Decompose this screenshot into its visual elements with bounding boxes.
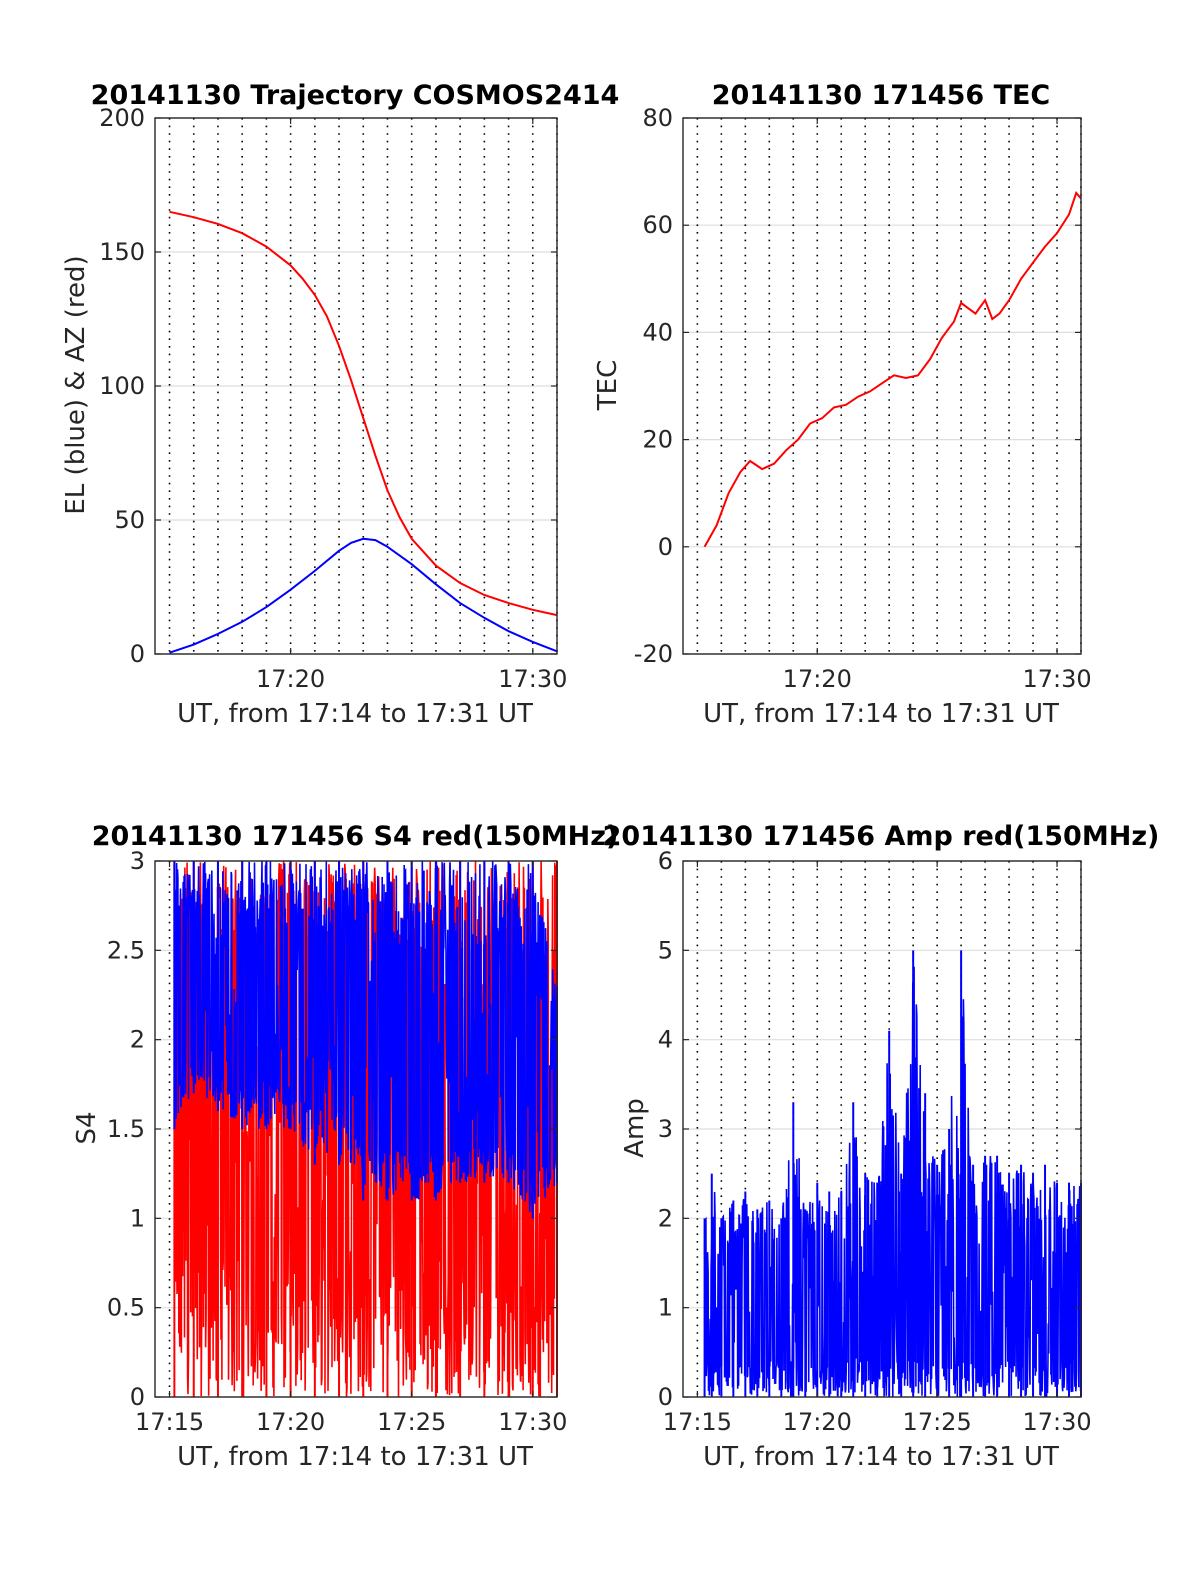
y-tick-label: 0 xyxy=(130,640,145,668)
series-line-1 xyxy=(169,537,558,654)
y-tick-label: 3 xyxy=(130,847,145,875)
y-tick-label: 100 xyxy=(99,372,145,400)
chart-title: 20141130 171456 TEC xyxy=(712,80,1051,111)
subplot-s4: 0 0.5 1 1.5 2 2.5 3 17:15 17:20 17:25 17:30 201411… xyxy=(72,821,618,1472)
series-line-1 xyxy=(173,861,558,1213)
y-tick-label: 200 xyxy=(99,104,145,132)
y-tick-label: 150 xyxy=(99,238,145,266)
y-tick-label: 2 xyxy=(130,1026,145,1054)
y-tick-label: 20 xyxy=(642,426,673,454)
y-tick-label: 40 xyxy=(642,318,673,346)
y-tick-label: 80 xyxy=(642,104,673,132)
x-tick-label: 17:30 xyxy=(498,1408,567,1436)
x-tick-label: 17:30 xyxy=(1022,665,1091,693)
x-axis-label: UT, from 17:14 to 17:31 UT xyxy=(703,1442,1059,1472)
subplot-amp: 0 1 2 3 4 5 6 17:15 17:20 17:25 17:30 20141130 171… xyxy=(603,821,1160,1472)
subplot-tec: -20 0 20 40 60 80 17:20 17:30 20141130 171456 T… xyxy=(593,80,1092,729)
y-tick-label: 3 xyxy=(658,1115,673,1143)
y-tick-label: 0.5 xyxy=(107,1294,145,1322)
y-tick-label: 0 xyxy=(130,1383,145,1411)
y-tick-label: 60 xyxy=(642,211,673,239)
y-axis-label: S4 xyxy=(72,1111,102,1144)
x-tick-label: 17:15 xyxy=(663,1408,732,1436)
y-tick-label: 6 xyxy=(658,847,673,875)
y-tick-label: 5 xyxy=(658,936,673,964)
chart-title: 20141130 Trajectory COSMOS2414 xyxy=(91,80,620,111)
series-line-0 xyxy=(703,191,1082,548)
y-tick-label: 1 xyxy=(130,1204,145,1232)
series-line-0 xyxy=(169,210,558,617)
y-axis-label: EL (blue) & AZ (red) xyxy=(61,255,91,514)
x-tick-label: 17:20 xyxy=(783,1408,852,1436)
x-tick-label: 17:15 xyxy=(135,1408,204,1436)
y-tick-label: -20 xyxy=(634,640,673,668)
chart-title: 20141130 171456 Amp red(150MHz) xyxy=(603,821,1160,852)
x-tick-label: 17:30 xyxy=(498,665,567,693)
plot-area xyxy=(683,118,1081,654)
y-tick-label: 0 xyxy=(658,533,673,561)
y-tick-label: 1.5 xyxy=(107,1115,145,1143)
y-tick-label: 2 xyxy=(658,1204,673,1232)
x-axis-label: UT, from 17:14 to 17:31 UT xyxy=(177,699,533,729)
y-tick-label: 1 xyxy=(658,1294,673,1322)
x-axis-label: UT, from 17:14 to 17:31 UT xyxy=(177,1442,533,1472)
axes-frame xyxy=(682,117,1082,655)
y-tick-label: 50 xyxy=(114,506,145,534)
x-tick-label: 17:20 xyxy=(783,665,852,693)
y-axis-label: TEC xyxy=(593,360,623,411)
chart-title: 20141130 171456 S4 red(150MHz) xyxy=(92,821,619,852)
x-tick-label: 17:25 xyxy=(377,1408,446,1436)
x-tick-label: 17:30 xyxy=(1022,1408,1091,1436)
y-axis-label: Amp xyxy=(620,1098,650,1158)
y-tick-label: 0 xyxy=(658,1383,673,1411)
x-tick-label: 17:20 xyxy=(256,1408,325,1436)
y-tick-label: 4 xyxy=(658,1026,673,1054)
x-tick-label: 17:20 xyxy=(256,665,325,693)
subplot-trajectory: 0 50 100 150 200 17:20 17:30 20141130 Trajecto… xyxy=(61,80,619,729)
x-axis-label: UT, from 17:14 to 17:31 UT xyxy=(703,699,1059,729)
x-tick-label: 17:25 xyxy=(903,1408,972,1436)
y-tick-label: 2.5 xyxy=(107,936,145,964)
